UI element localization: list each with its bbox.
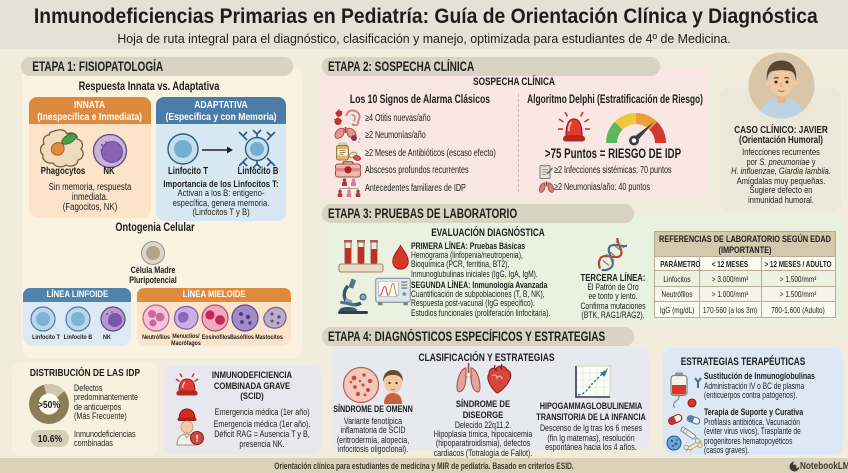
svg-text:>50%: >50% — [38, 399, 61, 410]
svg-text:!: ! — [196, 434, 199, 444]
